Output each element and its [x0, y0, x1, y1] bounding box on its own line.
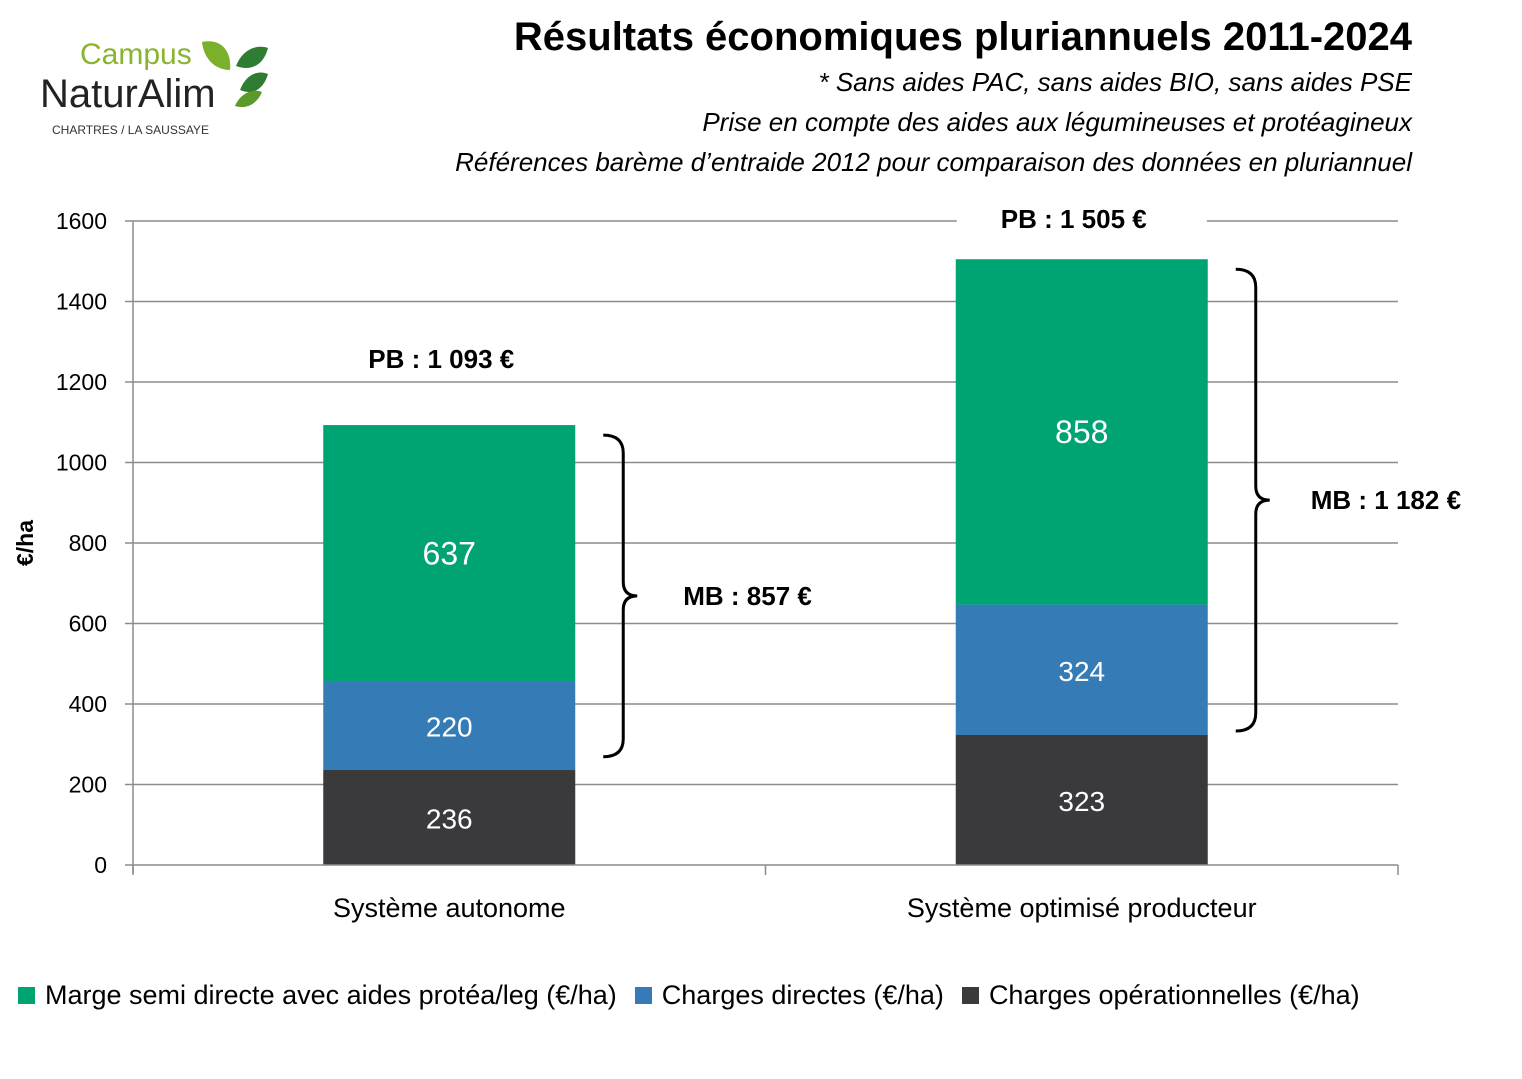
bar-segment — [955, 734, 1208, 865]
chart-title: Résultats économiques pluriannuels 2011-… — [513, 15, 1412, 59]
pb-label-background — [324, 328, 575, 374]
mb-label: MB : 1 182 € — [1311, 485, 1461, 515]
x-tick-label: Système autonome — [333, 893, 566, 923]
leaf-icon — [236, 46, 268, 68]
y-tick-label: 1600 — [56, 208, 107, 234]
y-tick-label: 1200 — [56, 369, 107, 395]
legend-item-marge: Marge semi directe avec aides protéa/leg… — [18, 980, 617, 1011]
y-tick-label: 600 — [69, 611, 107, 637]
logo-tagline: CHARTRES / LA SAUSSAYE — [52, 123, 209, 137]
legend-item-charges-directes: Charges directes (€/ha) — [634, 980, 944, 1011]
bar-segment — [323, 770, 576, 865]
logo-line2: NaturAlim — [40, 72, 216, 116]
y-tick-label: 0 — [94, 852, 107, 878]
legend-label-charges-directes: Charges directes (€/ha) — [661, 980, 944, 1010]
data-label: 637 — [423, 535, 476, 571]
data-label: 236 — [426, 804, 473, 835]
y-tick-label: 1400 — [56, 289, 107, 315]
pb-label-background — [956, 188, 1207, 234]
bar-segment — [323, 681, 576, 771]
legend-swatch-marge — [18, 987, 35, 1004]
subtitle-1: * Sans aides PAC, sans aides BIO, sans a… — [818, 67, 1413, 97]
legend-label-charges-operationnelles: Charges opérationnelles (€/ha) — [988, 980, 1360, 1010]
pb-label: PB : 1 093 € — [368, 344, 514, 374]
data-label: 220 — [426, 712, 473, 743]
subtitle-3: Références barème d’entraide 2012 pour c… — [455, 147, 1412, 177]
legend-item-charges-operationnelles: Charges opérationnelles (€/ha) — [961, 980, 1360, 1011]
legend-swatch-charges-operationnelles — [961, 987, 979, 1004]
mb-label: MB : 857 € — [683, 581, 812, 611]
mb-brace — [603, 433, 638, 759]
x-tick-label: Système optimisé producteur — [907, 893, 1257, 923]
bar-segment — [323, 425, 576, 682]
data-label: 858 — [1055, 414, 1108, 450]
pb-label: PB : 1 505 € — [1001, 204, 1147, 234]
bar-segment — [955, 259, 1208, 605]
campus-naturalim-logo: Campus NaturAlim CHARTRES / LA SAUSSAYE — [40, 38, 268, 137]
y-tick-label: 1000 — [56, 450, 107, 476]
mb-brace — [1235, 267, 1270, 733]
data-label: 324 — [1058, 656, 1105, 687]
subtitle-2: Prise en compte des aides aux légumineus… — [702, 107, 1412, 137]
y-tick-label: 800 — [69, 530, 107, 556]
bar-segment — [955, 604, 1208, 735]
legend-swatch-charges-directes — [634, 987, 652, 1004]
y-tick-label: 200 — [69, 772, 107, 798]
legend: Marge semi directe avec aides protéa/leg… — [18, 980, 1378, 1011]
legend-label-marge: Marge semi directe avec aides protéa/leg… — [45, 980, 617, 1010]
leaf-icon — [240, 72, 268, 93]
leaf-icon — [235, 90, 262, 108]
logo-line1: Campus — [80, 38, 192, 71]
y-tick-label: 400 — [69, 691, 107, 717]
y-axis-title: €/ha — [12, 520, 38, 566]
title-block: Résultats économiques pluriannuels 2011-… — [455, 12, 1412, 182]
leaf-icon — [202, 41, 231, 70]
data-label: 323 — [1058, 786, 1105, 817]
